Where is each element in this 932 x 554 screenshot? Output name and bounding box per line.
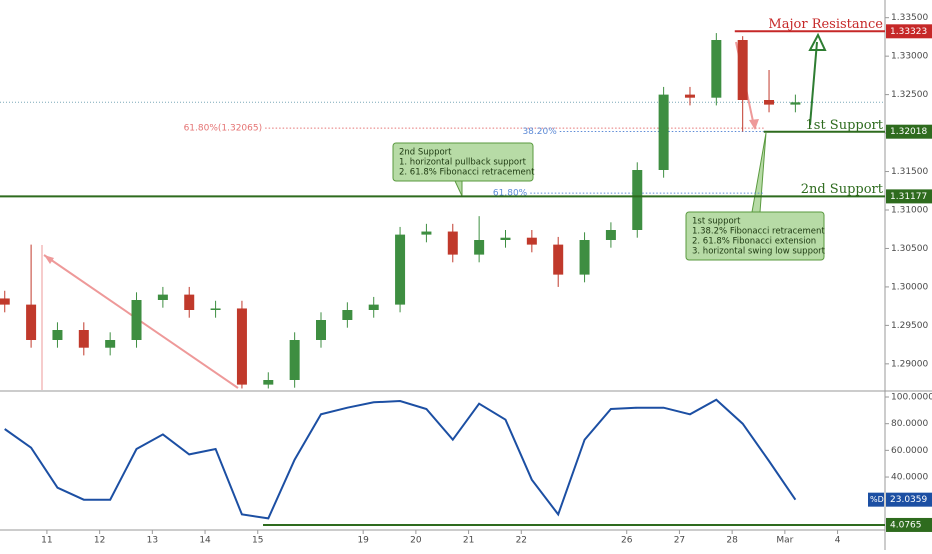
candle-body bbox=[421, 231, 432, 235]
candle-body bbox=[131, 300, 142, 340]
candle-body bbox=[26, 304, 37, 340]
candle-body bbox=[342, 310, 353, 320]
candle-body bbox=[632, 170, 643, 230]
x-tick-label: 27 bbox=[674, 536, 685, 546]
level-value: 1.33323 bbox=[890, 27, 927, 37]
arrow-head bbox=[44, 255, 54, 264]
candle-body bbox=[105, 340, 116, 348]
y-tick-label: 1.29000 bbox=[891, 359, 928, 369]
candle-body bbox=[184, 294, 195, 310]
arrow-head bbox=[808, 32, 827, 51]
y-tick-label: 40.0000 bbox=[891, 473, 928, 483]
y-tick-label: 1.30000 bbox=[891, 282, 928, 292]
y-tick-label: 1.31000 bbox=[891, 206, 928, 216]
candle-body bbox=[684, 94, 695, 98]
candle-body bbox=[368, 304, 379, 310]
note-line: 3. horizontal swing low support bbox=[692, 247, 826, 257]
y-tick-label: 60.0000 bbox=[891, 446, 928, 456]
candle-body bbox=[711, 40, 722, 98]
candle-body bbox=[52, 330, 63, 340]
indicator-last-value: 23.0359 bbox=[890, 495, 927, 505]
y-tick-label: 1.33500 bbox=[891, 13, 928, 23]
candle-body bbox=[500, 237, 511, 240]
note-line: 2. 61.8% Fibonacci retracement bbox=[399, 168, 535, 178]
candle-body bbox=[447, 231, 458, 255]
candle-body bbox=[579, 240, 590, 275]
level-name: 1st Support bbox=[806, 118, 884, 133]
y-tick-label: 1.29500 bbox=[891, 321, 928, 331]
candle-body bbox=[526, 237, 537, 245]
candle-body bbox=[78, 330, 89, 348]
note-tail bbox=[751, 132, 767, 213]
series-badge bbox=[868, 492, 884, 507]
candle-body bbox=[474, 240, 485, 255]
candle-body bbox=[263, 380, 274, 385]
note-line: 2. 61.8% Fibonacci extension bbox=[692, 237, 816, 247]
y-tick-label: 1.32500 bbox=[891, 90, 928, 100]
indicator-line bbox=[4, 398, 797, 520]
level-badge bbox=[886, 517, 932, 532]
fib-label: 61.80% bbox=[493, 189, 528, 199]
x-tick-label: 11 bbox=[41, 536, 52, 546]
candle-body bbox=[605, 230, 616, 240]
x-tick-label: 13 bbox=[147, 536, 158, 546]
level-value: 1.31177 bbox=[890, 192, 927, 202]
note-box bbox=[392, 142, 534, 182]
x-tick-label: 28 bbox=[726, 536, 738, 546]
fib-label: 61.80%(1.32065) bbox=[184, 124, 263, 134]
x-tick-label: 21 bbox=[463, 536, 474, 546]
x-tick-label: 4 bbox=[835, 536, 841, 546]
value-badge bbox=[886, 492, 932, 507]
candle-body bbox=[210, 308, 221, 310]
x-tick-label: 26 bbox=[621, 536, 633, 546]
x-tick-label: 20 bbox=[410, 536, 422, 546]
level-name: Major Resistance bbox=[768, 17, 883, 32]
target-arrow bbox=[809, 41, 818, 126]
y-tick-label: 80.0000 bbox=[891, 419, 928, 429]
level-name: 2nd Support bbox=[801, 182, 884, 197]
candle-body bbox=[236, 308, 247, 385]
note-tail bbox=[454, 180, 463, 197]
level-value: 1.32018 bbox=[890, 127, 927, 137]
candle-body bbox=[157, 294, 168, 300]
candle-body bbox=[737, 40, 748, 100]
x-tick-label: 14 bbox=[199, 536, 211, 546]
y-tick-label: 1.30500 bbox=[891, 244, 928, 254]
candle-body bbox=[0, 298, 10, 305]
note-box bbox=[685, 211, 825, 261]
x-tick-label: Mar bbox=[776, 536, 793, 546]
note-line: 1. horizontal pullback support bbox=[399, 158, 527, 168]
x-tick-label: 15 bbox=[252, 536, 263, 546]
indicator-name: %D bbox=[870, 495, 884, 504]
level-badge bbox=[886, 124, 932, 139]
x-tick-label: 12 bbox=[94, 536, 105, 546]
arrow-head bbox=[749, 119, 759, 130]
y-tick-label: 100.0000 bbox=[891, 393, 932, 403]
x-tick-label: 19 bbox=[357, 536, 369, 546]
candle-body bbox=[764, 100, 775, 105]
candle-body bbox=[790, 102, 801, 105]
y-tick-label: 1.33000 bbox=[891, 52, 928, 62]
level-badge bbox=[886, 24, 932, 39]
indicator-level-value: 4.0765 bbox=[890, 520, 922, 530]
candle-body bbox=[553, 244, 564, 275]
note-line: 1st support bbox=[692, 217, 741, 227]
level-badge bbox=[886, 189, 932, 204]
x-tick-label: 22 bbox=[516, 536, 527, 546]
candle-body bbox=[395, 234, 406, 305]
fib-label: 38.20% bbox=[522, 127, 557, 137]
candle-body bbox=[316, 320, 327, 340]
note-line: 1.38.2% Fibonacci retracement bbox=[692, 227, 825, 237]
y-tick-label: 1.31500 bbox=[891, 167, 928, 177]
candle-body bbox=[289, 340, 300, 380]
candle-body bbox=[658, 94, 669, 170]
note-line: 2nd Support bbox=[399, 148, 452, 158]
